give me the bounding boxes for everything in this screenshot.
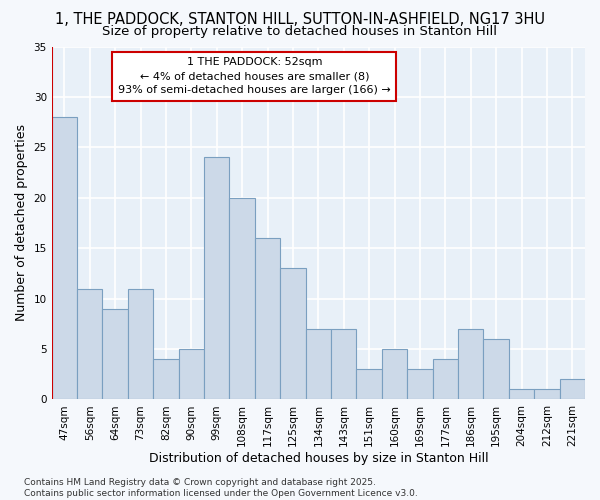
Bar xyxy=(458,329,484,400)
Bar xyxy=(103,308,128,400)
X-axis label: Distribution of detached houses by size in Stanton Hill: Distribution of detached houses by size … xyxy=(149,452,488,465)
Bar xyxy=(509,390,534,400)
Bar xyxy=(484,339,509,400)
Bar xyxy=(280,268,305,400)
Bar xyxy=(204,158,229,400)
Bar xyxy=(407,369,433,400)
Bar xyxy=(534,390,560,400)
Y-axis label: Number of detached properties: Number of detached properties xyxy=(15,124,28,322)
Text: Contains HM Land Registry data © Crown copyright and database right 2025.
Contai: Contains HM Land Registry data © Crown c… xyxy=(24,478,418,498)
Text: 1, THE PADDOCK, STANTON HILL, SUTTON-IN-ASHFIELD, NG17 3HU: 1, THE PADDOCK, STANTON HILL, SUTTON-IN-… xyxy=(55,12,545,28)
Bar xyxy=(433,359,458,400)
Bar xyxy=(128,288,153,400)
Bar xyxy=(331,329,356,400)
Bar xyxy=(229,198,255,400)
Bar xyxy=(560,380,585,400)
Bar xyxy=(179,349,204,400)
Bar xyxy=(153,359,179,400)
Bar xyxy=(305,329,331,400)
Text: Size of property relative to detached houses in Stanton Hill: Size of property relative to detached ho… xyxy=(103,25,497,38)
Bar xyxy=(77,288,103,400)
Bar xyxy=(52,117,77,400)
Bar xyxy=(255,238,280,400)
Text: 1 THE PADDOCK: 52sqm
← 4% of detached houses are smaller (8)
93% of semi-detache: 1 THE PADDOCK: 52sqm ← 4% of detached ho… xyxy=(118,57,391,95)
Bar xyxy=(382,349,407,400)
Bar xyxy=(356,369,382,400)
